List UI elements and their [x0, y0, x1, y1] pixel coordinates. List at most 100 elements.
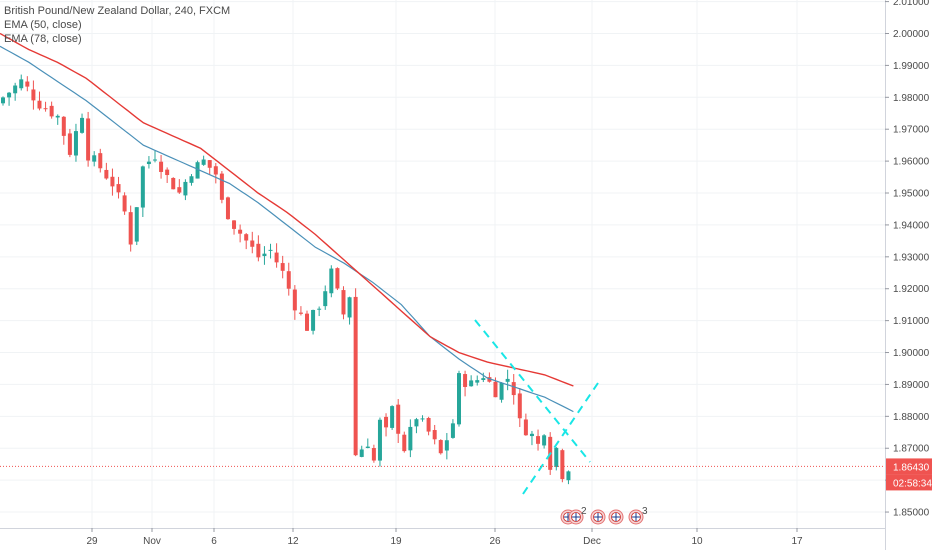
event-flag-icon-4[interactable]	[608, 509, 624, 525]
candle-87	[529, 430, 534, 446]
event-flag-icon-2[interactable]	[568, 509, 584, 525]
candle-48	[292, 285, 297, 320]
candle-6	[37, 91, 42, 111]
event-flag-icon-5[interactable]	[628, 509, 644, 525]
price-tick-6: 1.95000	[893, 189, 930, 200]
candle-34	[207, 159, 212, 176]
candle-0	[1, 96, 5, 106]
candle-59	[359, 445, 364, 458]
price-tick-7: 1.94000	[893, 220, 930, 231]
current-price-label: 1.86430	[886, 458, 932, 475]
candle-82	[499, 382, 504, 403]
candle-54	[329, 265, 334, 298]
event-count-1: 2	[581, 506, 587, 517]
candle-70	[426, 416, 431, 436]
candle-51	[311, 309, 316, 335]
candle-57	[347, 296, 352, 325]
ema78-legend: EMA (78, close)	[4, 33, 82, 45]
candle-71	[432, 424, 437, 445]
candle-77	[469, 375, 474, 387]
time-tick-8: 17	[791, 536, 803, 547]
ema50-legend: EMA (50, close)	[4, 19, 82, 31]
candle-56	[341, 286, 346, 320]
candle-3	[19, 74, 24, 91]
ema-lines	[0, 32, 574, 413]
price-tick-2: 1.99000	[893, 61, 930, 72]
candle-28	[171, 177, 176, 190]
candle-35	[213, 163, 218, 184]
price-tick-10: 1.91000	[893, 316, 930, 327]
candle-44	[268, 243, 273, 259]
price-tick-11: 1.90000	[893, 348, 930, 359]
candle-46	[280, 255, 285, 279]
candle-26	[159, 154, 164, 179]
candle-5	[31, 80, 36, 110]
candle-49	[298, 306, 303, 316]
candle-86	[523, 413, 528, 436]
candle-75	[457, 370, 461, 427]
candle-43	[262, 246, 267, 265]
candle-42	[256, 235, 261, 262]
candle-11	[67, 128, 72, 158]
candle-12	[73, 123, 78, 162]
candle-83	[505, 369, 510, 391]
time-axis[interactable]: 29 Nov 6 12 19 26 Dec 10 17	[0, 528, 885, 550]
event-count-2: 3	[642, 506, 648, 517]
candle-2	[13, 82, 18, 101]
current-price-value: 1.86430	[893, 462, 930, 473]
candle-55	[335, 267, 340, 291]
time-tick-4: 19	[390, 536, 402, 547]
candle-19	[116, 176, 121, 199]
candle-88	[536, 429, 541, 451]
event-flag-icon-3[interactable]	[590, 509, 606, 525]
candle-66	[402, 431, 407, 453]
candle-22	[134, 207, 139, 246]
candle-17	[104, 162, 109, 180]
price-tick-1: 2.00000	[893, 29, 930, 40]
time-tick-2: 6	[211, 536, 217, 547]
trendline-upper[interactable]	[474, 319, 591, 463]
price-tick-0: 2.01000	[893, 0, 930, 8]
price-tick-14: 1.87000	[893, 444, 930, 455]
candle-47	[286, 262, 291, 296]
ema50-line	[0, 45, 574, 413]
price-tick-13: 1.88000	[893, 412, 930, 423]
candle-20	[122, 192, 127, 215]
symbol-title: British Pound/New Zealand Dollar, 240, F…	[4, 5, 231, 17]
candle-39	[238, 224, 243, 243]
time-tick-0: 29	[86, 536, 98, 547]
candle-72	[438, 439, 443, 455]
candle-73	[444, 433, 449, 460]
candle-41	[250, 231, 255, 254]
candle-30	[183, 179, 188, 201]
candle-50	[305, 310, 309, 332]
trendlines	[0, 319, 885, 495]
time-tick-1: Nov	[143, 536, 161, 547]
candle-13	[80, 113, 85, 134]
price-tick-5: 1.96000	[893, 157, 930, 168]
countdown-label: 02:58:34	[886, 474, 932, 491]
price-axis[interactable]: 2.01000 2.00000 1.99000 1.98000 1.97000 1.960…	[885, 0, 932, 550]
candle-37	[225, 196, 230, 220]
candle-40	[244, 233, 249, 250]
candle-7	[43, 101, 48, 112]
candle-38	[232, 220, 237, 235]
candle-79	[481, 372, 486, 383]
candle-52	[317, 306, 322, 317]
candle-92	[560, 448, 565, 483]
candle-58	[353, 288, 358, 457]
candle-21	[128, 205, 133, 252]
candle-4	[25, 76, 30, 92]
countdown-value: 02:58:34	[893, 478, 932, 489]
candle-27	[165, 167, 170, 183]
candle-14	[86, 111, 91, 167]
candle-67	[408, 419, 413, 458]
candle-25	[153, 150, 157, 163]
candle-60	[365, 438, 370, 449]
price-tick-4: 1.97000	[893, 125, 930, 136]
candle-53	[323, 285, 328, 310]
candle-69	[420, 415, 425, 422]
